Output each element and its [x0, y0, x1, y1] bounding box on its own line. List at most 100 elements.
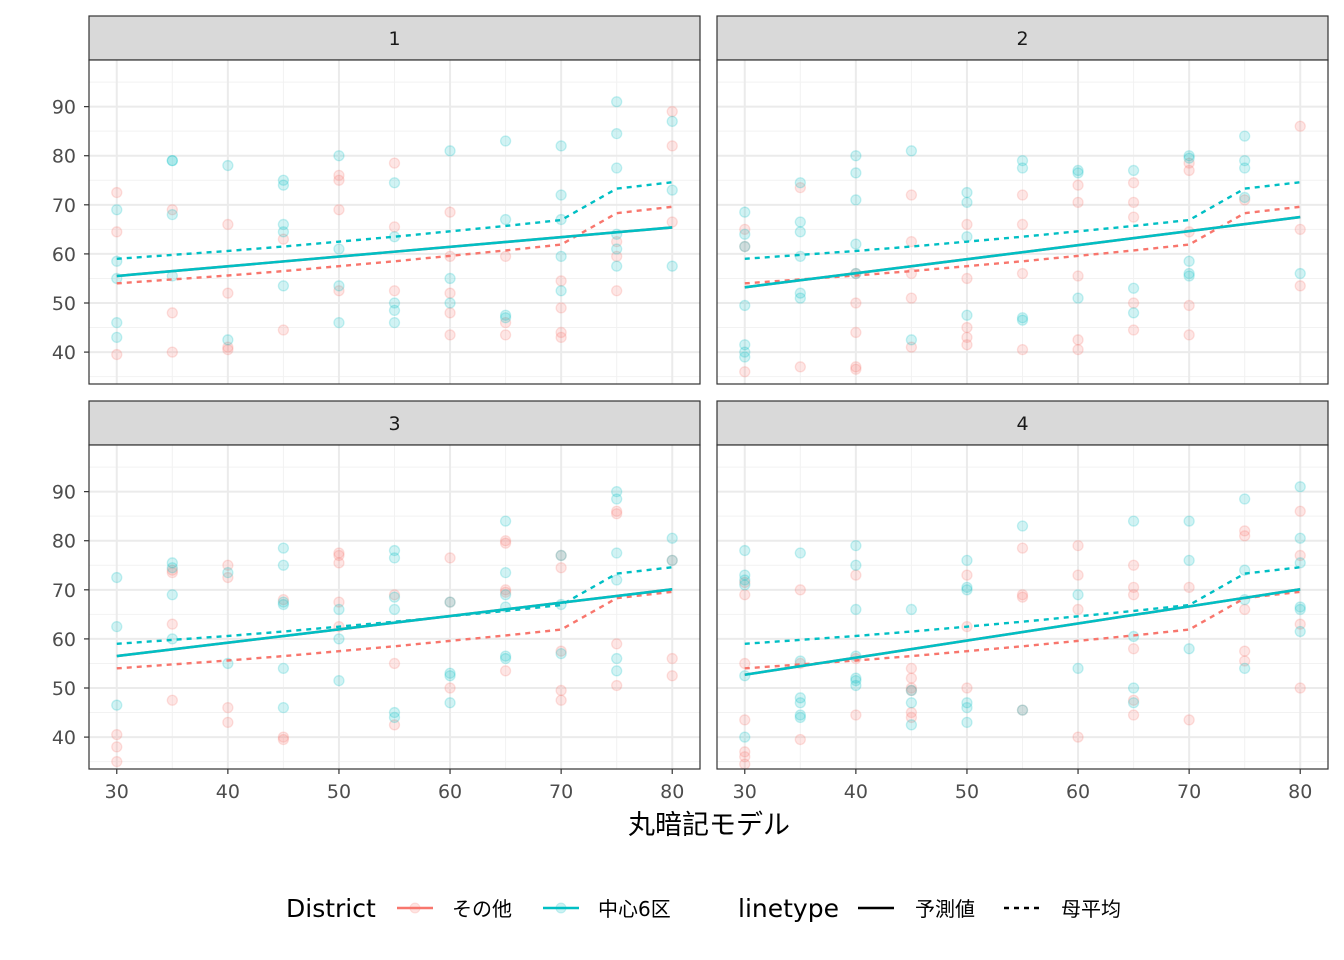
point-center6 [388, 304, 401, 317]
point-sonota [1294, 682, 1306, 694]
point-center6 [1072, 164, 1084, 177]
point-sonota [1016, 542, 1029, 554]
point-center6 [499, 309, 512, 321]
point-center6 [666, 184, 678, 196]
point-center6 [1239, 162, 1251, 174]
x-tick-label: 80 [1288, 781, 1312, 803]
point-sonota [666, 140, 678, 152]
point-center6 [388, 603, 401, 616]
point-center6 [388, 297, 401, 309]
point-center6 [794, 177, 806, 189]
point-sonota [388, 719, 401, 731]
point-center6 [1239, 130, 1251, 142]
x-tick-label: 50 [327, 781, 351, 803]
point-center6 [111, 571, 123, 584]
point-center6 [961, 716, 973, 729]
point-center6 [905, 719, 918, 731]
point-sonota [1127, 177, 1140, 189]
point-sonota [794, 584, 806, 596]
point-sonota [166, 566, 178, 579]
point-sonota [444, 287, 456, 299]
point-center6 [961, 196, 973, 209]
y-tick-label: 70 [52, 580, 76, 602]
point-sonota [555, 549, 567, 562]
y-tick-label: 60 [52, 244, 76, 266]
point-center6 [277, 280, 290, 292]
point-sonota [277, 593, 290, 606]
linetype-legend-title: linetype [738, 894, 839, 923]
point-center6 [333, 243, 345, 255]
population-mean-line-center6 [744, 181, 1301, 261]
point-sonota [961, 569, 973, 581]
point-center6 [499, 650, 512, 662]
point-center6 [333, 316, 345, 329]
point-sonota [333, 174, 345, 186]
point-sonota [333, 549, 345, 562]
y-tick-label: 80 [52, 146, 76, 168]
point-center6 [666, 554, 678, 567]
color-legend-title: District [286, 894, 376, 923]
point-center6 [1294, 532, 1306, 544]
point-sonota [961, 272, 973, 285]
point-sonota [1239, 525, 1251, 537]
point-sonota [388, 221, 401, 233]
point-center6 [111, 331, 123, 344]
point-center6 [1183, 150, 1195, 162]
point-center6 [222, 159, 234, 172]
x-tick-label: 60 [438, 781, 462, 803]
point-center6 [1072, 589, 1084, 601]
population-mean-line-center6 [116, 181, 673, 261]
point-sonota [739, 746, 751, 758]
point-center6 [444, 697, 456, 709]
point-center6 [1183, 643, 1195, 655]
point-sonota [1127, 211, 1140, 223]
panel-1: 1 40 50 60 70 80 90 [52, 15, 701, 385]
point-center6 [333, 280, 345, 292]
point-sonota [333, 285, 345, 297]
point-center6 [850, 539, 862, 552]
point-sonota [1183, 714, 1195, 726]
point-sonota [794, 733, 806, 746]
point-center6 [611, 127, 623, 140]
point-center6 [850, 238, 862, 250]
point-center6 [739, 544, 751, 557]
point-center6 [739, 574, 751, 586]
point-center6 [1127, 307, 1140, 319]
point-center6 [222, 566, 234, 579]
x-tick-label: 70 [549, 781, 573, 803]
point-sonota [611, 508, 623, 520]
point-sonota [1239, 530, 1251, 542]
point-center6 [1239, 154, 1251, 167]
point-center6 [388, 177, 401, 189]
x-tick-label: 30 [105, 781, 129, 803]
point-sonota [794, 181, 806, 194]
point-sonota [388, 157, 401, 169]
point-center6 [794, 287, 806, 299]
x-tick-label: 40 [216, 781, 240, 803]
y-tick-label: 50 [52, 293, 76, 315]
point-sonota [333, 204, 345, 216]
point-center6 [1127, 164, 1140, 177]
point-sonota [444, 552, 456, 564]
point-sonota [166, 564, 178, 576]
point-center6 [1239, 662, 1251, 675]
point-sonota [1127, 196, 1140, 209]
y-tick-label: 90 [52, 97, 76, 119]
point-sonota [1072, 539, 1084, 552]
point-sonota [166, 694, 178, 706]
point-sonota [1016, 591, 1029, 603]
point-center6 [794, 692, 806, 704]
legend-label-prediction: 予測値 [915, 897, 975, 921]
point-center6 [1294, 603, 1306, 616]
point-sonota [1127, 694, 1140, 706]
point-sonota [1127, 581, 1140, 594]
point-sonota [850, 363, 862, 375]
point-center6 [277, 596, 290, 608]
point-center6 [961, 554, 973, 567]
point-center6 [794, 709, 806, 721]
strip-3 [88, 400, 701, 446]
point-sonota [961, 331, 973, 344]
point-sonota [111, 728, 123, 741]
point-center6 [499, 589, 512, 601]
point-center6 [166, 154, 178, 167]
